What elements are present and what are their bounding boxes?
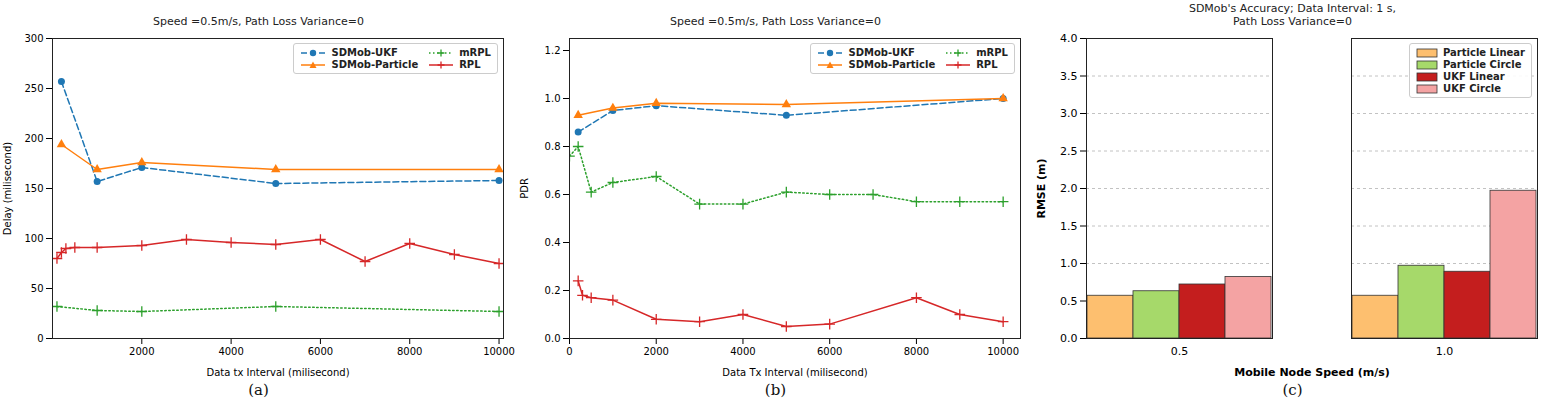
svg-text:0.5: 0.5 [1060,295,1078,308]
svg-text:RMSE (m): RMSE (m) [1035,158,1048,218]
svg-text:200: 200 [24,133,43,144]
svg-text:10000: 10000 [987,346,1019,357]
html-text:(c): (c) [1282,381,1303,399]
svg-text:0.0: 0.0 [1060,332,1078,345]
svg-text:Data tx Interval (milisecond): Data tx Interval (milisecond) [206,367,349,378]
svg-text:50: 50 [31,283,44,294]
html-text:Particle Linear: Particle Linear [1443,47,1525,58]
svg-text:150: 150 [24,183,43,194]
svg-text:0.4: 0.4 [545,237,561,248]
svg-text:2000: 2000 [129,346,154,357]
svg-text:100: 100 [24,233,43,244]
svg-text:0.0: 0.0 [545,333,561,344]
html-text:Speed =0.5m/s, Path Loss Varia: Speed =0.5m/s, Path Loss Variance=0 [153,15,364,28]
svg-text:PDR: PDR [519,178,530,199]
html-text:SDMob-UKF: SDMob-UKF [848,47,915,58]
html-text:UKF Circle: UKF Circle [1443,83,1502,94]
svg-text:1.0: 1.0 [1436,345,1454,358]
svg-text:0.8: 0.8 [545,141,561,152]
html-text:UKF Linear: UKF Linear [1443,71,1505,82]
svg-text:1.2: 1.2 [545,45,561,56]
svg-text:3.0: 3.0 [1060,107,1078,120]
svg-text:8000: 8000 [904,346,929,357]
svg-text:2.5: 2.5 [1060,145,1078,158]
html-text:SDMob-UKF: SDMob-UKF [331,47,398,58]
svg-text:0.6: 0.6 [545,189,561,200]
html-text:Path Loss Variance=0: Path Loss Variance=0 [1233,15,1352,28]
svg-text:3.5: 3.5 [1060,70,1078,83]
html-text:RPL: RPL [976,59,998,70]
html-text:SDMob's Accuracy; Data Interva: SDMob's Accuracy; Data Interval: 1 s, [1188,2,1397,15]
svg-text:1.0: 1.0 [1060,257,1078,270]
svg-text:2000: 2000 [644,346,669,357]
svg-text:0: 0 [37,333,43,344]
html-text:RPL: RPL [459,59,481,70]
svg-text:2.0: 2.0 [1060,182,1078,195]
html-text:(b): (b) [764,381,787,399]
svg-text:4000: 4000 [730,346,755,357]
svg-text:1.0: 1.0 [545,93,561,104]
svg-text:6000: 6000 [817,346,842,357]
svg-text:Mobile Node Speed (m/s): Mobile Node Speed (m/s) [1234,366,1390,379]
svg-text:8000: 8000 [397,346,422,357]
svg-text:10000: 10000 [483,346,515,357]
html-text:Speed =0.5m/s, Path Loss Varia: Speed =0.5m/s, Path Loss Variance=0 [670,15,881,28]
svg-text:0.2: 0.2 [545,285,561,296]
svg-text:6000: 6000 [308,346,333,357]
svg-text:4000: 4000 [218,346,243,357]
html-text:SDMob-Particle: SDMob-Particle [331,59,419,70]
svg-text:Data Tx Interval (milisecond): Data Tx Interval (milisecond) [722,367,867,378]
html-text:Particle Circle: Particle Circle [1443,59,1522,70]
html-text:mRPL: mRPL [976,47,1008,58]
svg-text:1.5: 1.5 [1060,220,1078,233]
svg-text:250: 250 [24,83,43,94]
svg-text:Delay (milisecond): Delay (milisecond) [2,142,13,235]
svg-text:0.5: 0.5 [1171,345,1189,358]
svg-text:300: 300 [24,33,43,44]
svg-text:0: 0 [566,346,572,357]
html-text:(a): (a) [248,381,269,399]
html-text:mRPL: mRPL [459,47,491,58]
svg-text:4.0: 4.0 [1060,32,1078,45]
html-text:SDMob-Particle: SDMob-Particle [848,59,936,70]
